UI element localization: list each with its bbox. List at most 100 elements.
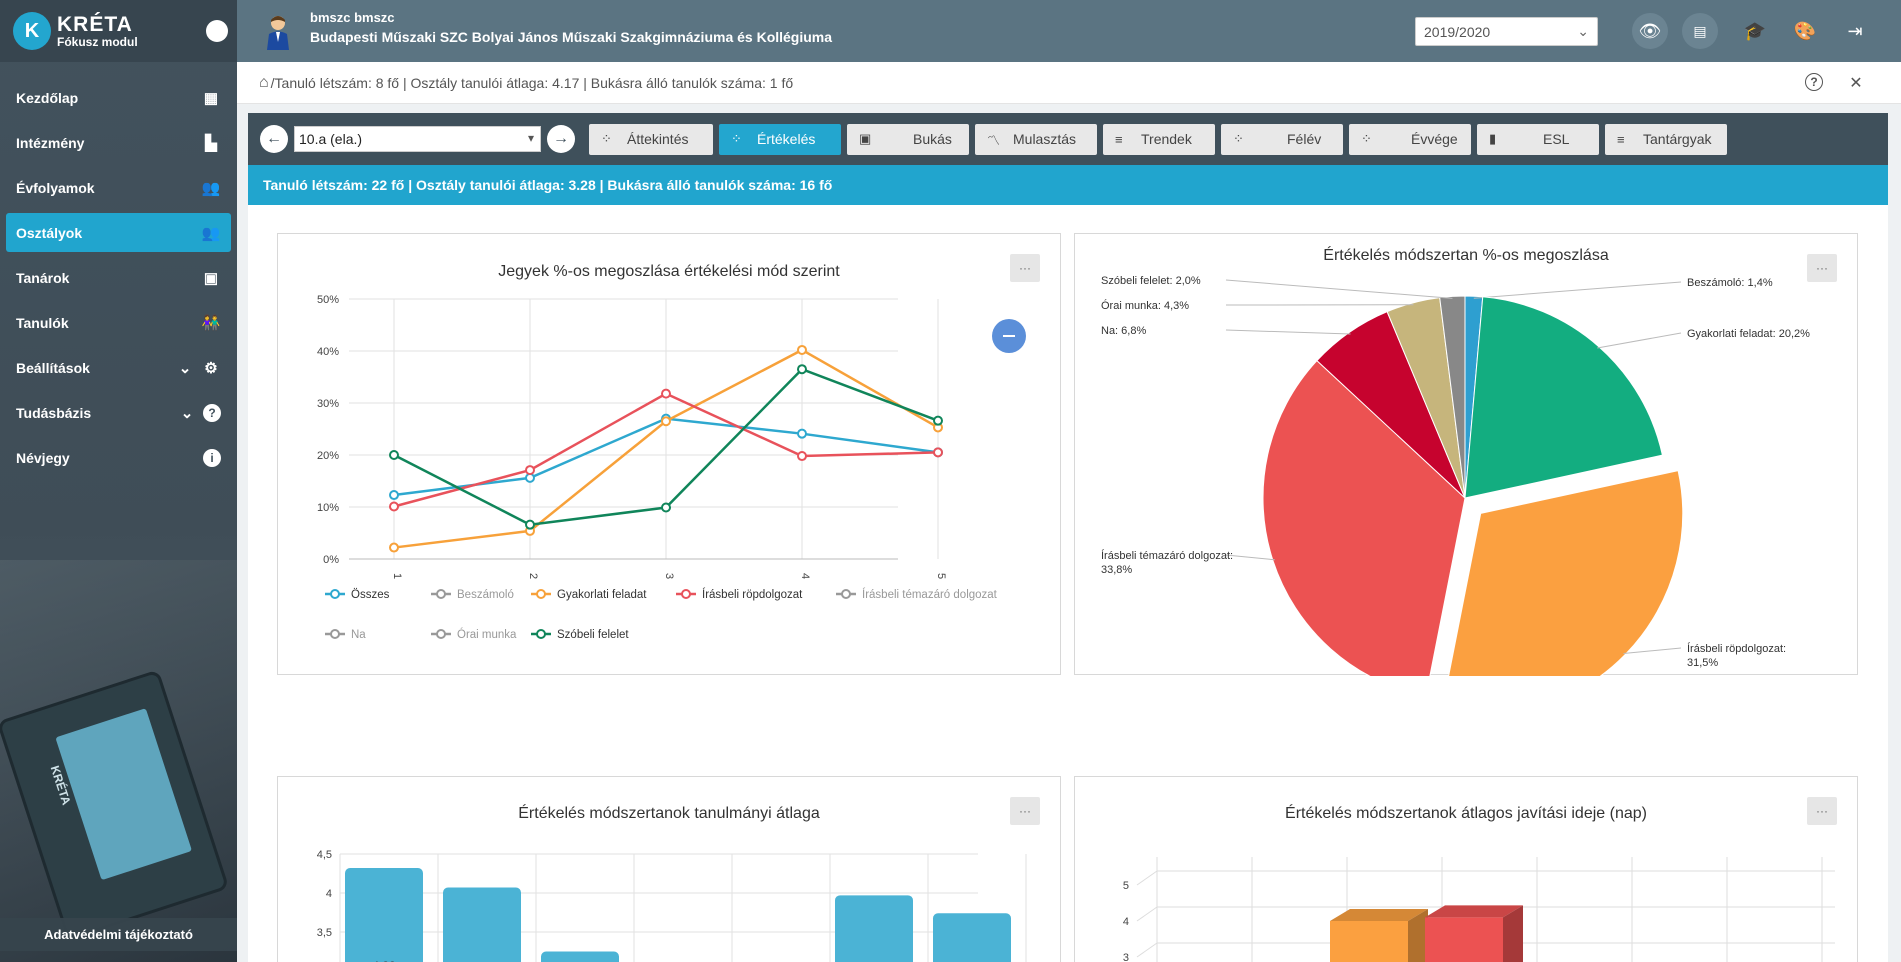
chart-menu-button[interactable]: ··· (1807, 254, 1837, 282)
label-connector (1225, 279, 1453, 299)
sidebar-item-tanarok[interactable]: Tanárok ▣ (6, 258, 231, 297)
user-name: bmszc bmszc (310, 10, 395, 25)
y-tick-label: 5 (1123, 880, 1129, 892)
grid-line (1136, 906, 1158, 922)
help-icon[interactable]: ? (1805, 73, 1823, 91)
tab-felev[interactable]: ⁘ Félév (1221, 123, 1343, 155)
dashboard-icon: ▦ (203, 89, 219, 107)
chart-menu-button[interactable]: ··· (1807, 797, 1837, 825)
tab-esl[interactable]: ▮ ESL (1477, 123, 1599, 155)
tab-ertekeles[interactable]: ⁘ Értékelés (719, 123, 841, 155)
data-point (525, 472, 535, 483)
y-tick-label: 3 (1123, 952, 1129, 962)
data-point (389, 501, 399, 512)
label-connector (1623, 647, 1682, 654)
legend-marker (841, 589, 851, 599)
tab-evvege[interactable]: ⁘ Évvége (1349, 123, 1471, 155)
prev-class-button[interactable]: ← (260, 125, 288, 153)
data-point (661, 416, 671, 427)
breadcrumb: ⌂ /Tanuló létszám: 8 fő | Osztály tanuló… (237, 62, 1901, 104)
next-class-button[interactable]: → (547, 125, 575, 153)
sidebar-toggle-button[interactable] (206, 20, 228, 42)
legend-marker (330, 589, 340, 599)
legend-marker (681, 589, 691, 599)
sidebar-item-label: Beállítások (16, 359, 90, 376)
id-card-icon[interactable]: ▤ (1682, 13, 1718, 49)
avatar[interactable] (265, 14, 291, 50)
bar-side (1503, 905, 1523, 962)
chart-title: Értékelés módszertan %-os megoszlása (1323, 247, 1609, 264)
gear-icon: ⚙ (204, 359, 218, 377)
bar (443, 887, 521, 962)
data-point (797, 451, 807, 462)
label-connector (1225, 329, 1351, 335)
sidebar-item-tanulok[interactable]: Tanulók 👫 (6, 303, 231, 342)
legend-label: Na (351, 629, 366, 641)
class-select[interactable]: 10.a (ela.) ▾ (294, 126, 541, 152)
tab-tantargyak[interactable]: ≡ Tantárgyak (1605, 123, 1727, 155)
app-logo[interactable]: K KRÉTA Fókusz modul (0, 0, 237, 62)
slice-label: Szóbeli felelet: 2,0% (1101, 275, 1201, 287)
chart-menu-button[interactable]: ··· (1010, 797, 1040, 825)
help-icon: ? (203, 403, 221, 422)
sidebar: KRÉTA K KRÉTA Fókusz modul Kezdőlap ▦ Int… (0, 0, 237, 962)
close-icon[interactable]: ✕ (1849, 75, 1863, 92)
year-select[interactable]: 2019/2020 ⌄ (1415, 17, 1598, 46)
eye-icon[interactable]: 👁 (1632, 13, 1668, 49)
label-connector (1225, 554, 1275, 561)
sidebar-item-tudasbazis[interactable]: Tudásbázis ⌄? (6, 393, 231, 432)
users-icon: 👥 (201, 224, 221, 242)
line-chart-card: Jegyek %-os megoszlása értékelési mód sz… (277, 233, 1061, 675)
school-name: Budapesti Műszaki SZC Bolyai János Műsza… (310, 29, 833, 45)
data-point (389, 542, 399, 553)
home-icon[interactable]: ⌂ (259, 73, 269, 91)
bar-top (1330, 909, 1428, 921)
sidebar-item-kezdolap[interactable]: Kezdőlap ▦ (6, 78, 231, 117)
tab-trendek[interactable]: ≡ Trendek (1103, 123, 1215, 155)
tab-bukas[interactable]: ▣ Bukás (847, 123, 969, 155)
sidebar-item-label: Évfolyamok (16, 179, 95, 196)
chart-menu-button[interactable]: ··· (1010, 254, 1040, 282)
sidebar-item-intezmeny[interactable]: Intézmény ▙ (6, 123, 231, 162)
grid-line (1136, 870, 1158, 886)
top-bar: bmszc bmszc Budapesti Műszaki SZC Bolyai… (237, 0, 1901, 62)
legend-label: Összes (351, 589, 390, 601)
data-point (389, 490, 399, 501)
sidebar-item-osztalyok[interactable]: Osztályok 👥 (6, 213, 231, 252)
tab-attekintes[interactable]: ⁘ Áttekintés (589, 123, 713, 155)
legend-marker (536, 629, 546, 639)
app-name: KRÉTA (57, 13, 133, 36)
palette-icon[interactable]: 🎨 (1793, 20, 1817, 41)
breadcrumb-text: /Tanuló létszám: 8 fő | Osztály tanulói … (270, 74, 794, 91)
legend-marker (436, 629, 446, 639)
bar-chart-3d: 3 4 5 (1123, 857, 1835, 962)
slice-label: Órai munka: 4,3% (1101, 299, 1189, 312)
sidebar-item-evfolyamok[interactable]: Évfolyamok 👥 (6, 168, 231, 207)
legend-label: Gyakorlati feladat (557, 589, 647, 601)
chart-title: Jegyek %-os megoszlása értékelési mód sz… (498, 263, 840, 280)
sidebar-item-beallitasok[interactable]: Beállítások ⌄ ⚙ (6, 348, 231, 387)
sidebar-item-label: Névjegy (16, 449, 70, 466)
bar (835, 895, 913, 962)
y-tick-label: 4,5 (317, 849, 332, 861)
sidebar-item-label: Tanulók (16, 314, 69, 331)
data-point (525, 465, 535, 476)
graduation-cap-icon[interactable]: 🎓 (1743, 20, 1767, 41)
privacy-link[interactable]: Adatvédelmi tájékoztató (0, 918, 237, 951)
data-point (797, 428, 807, 439)
sidebar-item-nevjegy[interactable]: Névjegy i (6, 438, 231, 477)
label-connector (1473, 281, 1682, 299)
list-icon: ≡ (1617, 131, 1625, 147)
slice-label: Na: 6,8% (1101, 325, 1146, 337)
time-bar-chart-card: Értékelés módszertanok átlagos javítási … (1074, 776, 1858, 962)
students-icon: 👫 (201, 314, 221, 332)
list-icon: ≡ (1115, 131, 1123, 147)
tab-mulasztas[interactable]: 〽 Mulasztás (975, 123, 1097, 155)
logout-icon[interactable]: ⇥ (1847, 20, 1863, 41)
chevron-down-icon: ⌄ (1577, 23, 1589, 39)
pie-slice (1448, 469, 1684, 676)
bar-front (1425, 917, 1503, 962)
tab-bar: ← 10.a (ela.) ▾ → ⁘ Áttekintés ⁘ Értékelés … (248, 113, 1888, 165)
bar (933, 913, 1011, 962)
grid-line (1136, 942, 1158, 958)
